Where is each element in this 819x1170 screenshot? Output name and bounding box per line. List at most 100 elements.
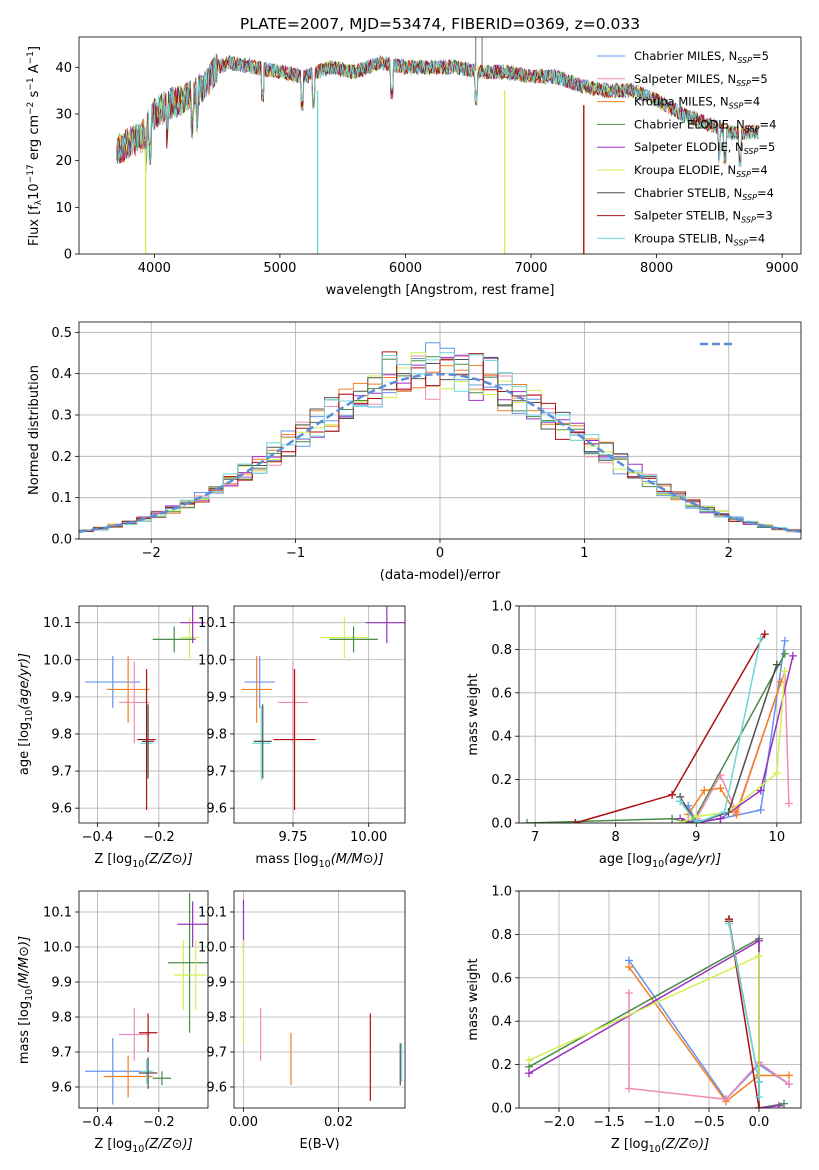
weight-marker [688, 819, 697, 823]
y-tick-label: 0.8 [491, 643, 512, 658]
x-tick-label: 8000 [640, 261, 673, 276]
y-tick-label: 0.5 [51, 326, 72, 341]
y-tick-label: 40 [55, 61, 72, 76]
weight-marker [725, 919, 733, 928]
weight-marker [755, 1093, 763, 1102]
x-tick-label: 10.00 [350, 830, 387, 845]
y-tick-label: 0.3 [51, 409, 72, 424]
figure-title: PLATE=2007, MJD=53474, FIBERID=0369, z=0… [240, 15, 640, 33]
x-tick-label: 6000 [389, 261, 422, 276]
panel-z-weight: −2.0 −1.5 −1.0 −0.5 0.0 0.0 0.2 0.4 0.6 0.8 1.0 Z [… [466, 885, 802, 1155]
legend-label: Kroupa ELODIE, NSSP=4 [634, 163, 768, 179]
x-axis-label: mass [log10(M/M⊙)] [255, 852, 383, 870]
x-tick-label: 2 [725, 546, 733, 561]
weight-line [528, 954, 760, 1108]
spectrum-ticks: 4000 5000 6000 7000 8000 9000 0 10 20 30 40 [55, 61, 798, 276]
x-tick-label: 9000 [766, 261, 799, 276]
y-tick-label: 10.0 [43, 941, 72, 956]
y-tick-label: 0.1 [51, 491, 72, 506]
weight-marker [676, 819, 685, 823]
weight-line [679, 655, 794, 823]
y-tick-label: 0.6 [491, 971, 512, 986]
histogram-step [79, 352, 801, 531]
weight-marker [716, 814, 725, 823]
weight-marker [755, 1104, 763, 1108]
x-tick-label: 5000 [263, 261, 296, 276]
axes-frame [233, 605, 406, 824]
residuals-ticks: −2 −1 0 1 2 0.0 0.1 0.2 0.3 0.4 0.5 [51, 322, 801, 561]
weight-marker [668, 790, 677, 799]
y-tick-label: 9.9 [206, 690, 227, 705]
weight-marker [625, 1084, 633, 1093]
spectrum-plot-area [116, 37, 759, 254]
y-tick-label: 9.7 [206, 1046, 227, 1061]
y-tick-label: 9.6 [51, 802, 72, 817]
axes-frame [78, 321, 802, 540]
weight-marker [571, 819, 580, 823]
weight-marker [772, 660, 781, 669]
weight-marker [775, 1101, 783, 1108]
gaussian-curve [79, 372, 801, 534]
x-tick-label: 8 [612, 830, 620, 845]
x-tick-label: 7 [531, 830, 539, 845]
y-tick-label: 1.0 [491, 600, 512, 615]
weight-marker [755, 952, 763, 961]
panel-residuals: −2 −1 0 1 2 0.0 0.1 0.2 0.3 0.4 0.5 (data-model)/er… [27, 321, 802, 583]
y-tick-label: 10.0 [198, 653, 227, 668]
y-tick-label: 0.4 [491, 1015, 512, 1030]
weight-marker [756, 805, 765, 814]
axes-frame [78, 36, 802, 255]
x-tick-label: −0.5 [693, 1115, 725, 1130]
y-tick-label: 9.8 [206, 727, 227, 742]
z-age-plot-area [85, 606, 205, 811]
legend: Chabrier MILES, NSSP=5 Salpeter MILES, NS… [597, 49, 776, 247]
x-tick-label: 4000 [138, 261, 171, 276]
weight-marker [780, 649, 789, 658]
x-axis-label: Z [log10(Z/Z⊙)] [611, 1137, 709, 1155]
x-tick-label: −0.4 [82, 1115, 114, 1130]
y-tick-label: 9.8 [206, 1011, 227, 1026]
legend-label: Kroupa STELIB, NSSP=4 [634, 231, 765, 247]
panel-age-weight: 7 8 9 10 0.0 0.2 0.4 0.6 0.8 1.0 age [log10(age/yr… [466, 600, 802, 870]
y-tick-label: 20 [55, 154, 72, 169]
weight-marker [784, 799, 793, 808]
y-tick-label: 10.1 [198, 906, 227, 921]
y-tick-label: 9.6 [51, 1081, 72, 1096]
ebv-mass-ticks: 0.00 0.02 9.6 9.7 9.8 9.9 10.0 10.1 [198, 891, 405, 1130]
weight-marker [625, 988, 633, 997]
y-tick-label: 0.4 [51, 367, 72, 382]
weight-marker [525, 1056, 533, 1065]
x-axis-label: Z [log10(Z/Z⊙)] [94, 852, 192, 870]
x-tick-label: −0.2 [143, 830, 175, 845]
weight-marker [525, 1069, 533, 1078]
x-axis-label: E(B-V) [299, 1137, 339, 1152]
weight-marker [755, 1077, 763, 1086]
histogram-step [79, 352, 801, 532]
x-tick-label: 7000 [514, 261, 547, 276]
y-tick-label: 30 [55, 108, 72, 123]
y-tick-label: 9.8 [51, 727, 72, 742]
y-tick-label: 0.0 [51, 533, 72, 548]
y-tick-label: 10.1 [43, 616, 72, 631]
y-tick-label: 0.4 [491, 730, 512, 745]
y-tick-label: 0.2 [491, 1058, 512, 1073]
y-tick-label: 0.8 [491, 928, 512, 943]
x-tick-label: 9.75 [279, 830, 308, 845]
y-tick-label: 0.0 [491, 817, 512, 832]
panel-ebv-mass: 0.00 0.02 9.6 9.7 9.8 9.9 10.0 10.1 E(B-V) [198, 890, 406, 1152]
y-tick-label: 10.0 [198, 941, 227, 956]
x-tick-label: 9 [692, 830, 700, 845]
y-axis-label: mass weight [466, 673, 481, 755]
weight-marker [756, 634, 765, 643]
weight-marker [785, 1071, 793, 1080]
weight-marker [625, 962, 633, 971]
z-age-ticks: −0.4 −0.2 9.6 9.7 9.8 9.9 10.0 10.1 [43, 606, 208, 845]
x-tick-label: −0.4 [82, 830, 114, 845]
y-tick-label: 9.6 [206, 1081, 227, 1096]
y-axis-label: Flux [fλ10−17 erg cm−2 s−1 A−1] [26, 46, 44, 246]
x-tick-label: −2 [142, 546, 161, 561]
x-tick-label: −1.5 [593, 1115, 625, 1130]
mass-age-plot-area [241, 606, 405, 811]
legend-label: Chabrier STELIB, NSSP=4 [634, 186, 774, 202]
y-tick-label: 9.9 [51, 690, 72, 705]
